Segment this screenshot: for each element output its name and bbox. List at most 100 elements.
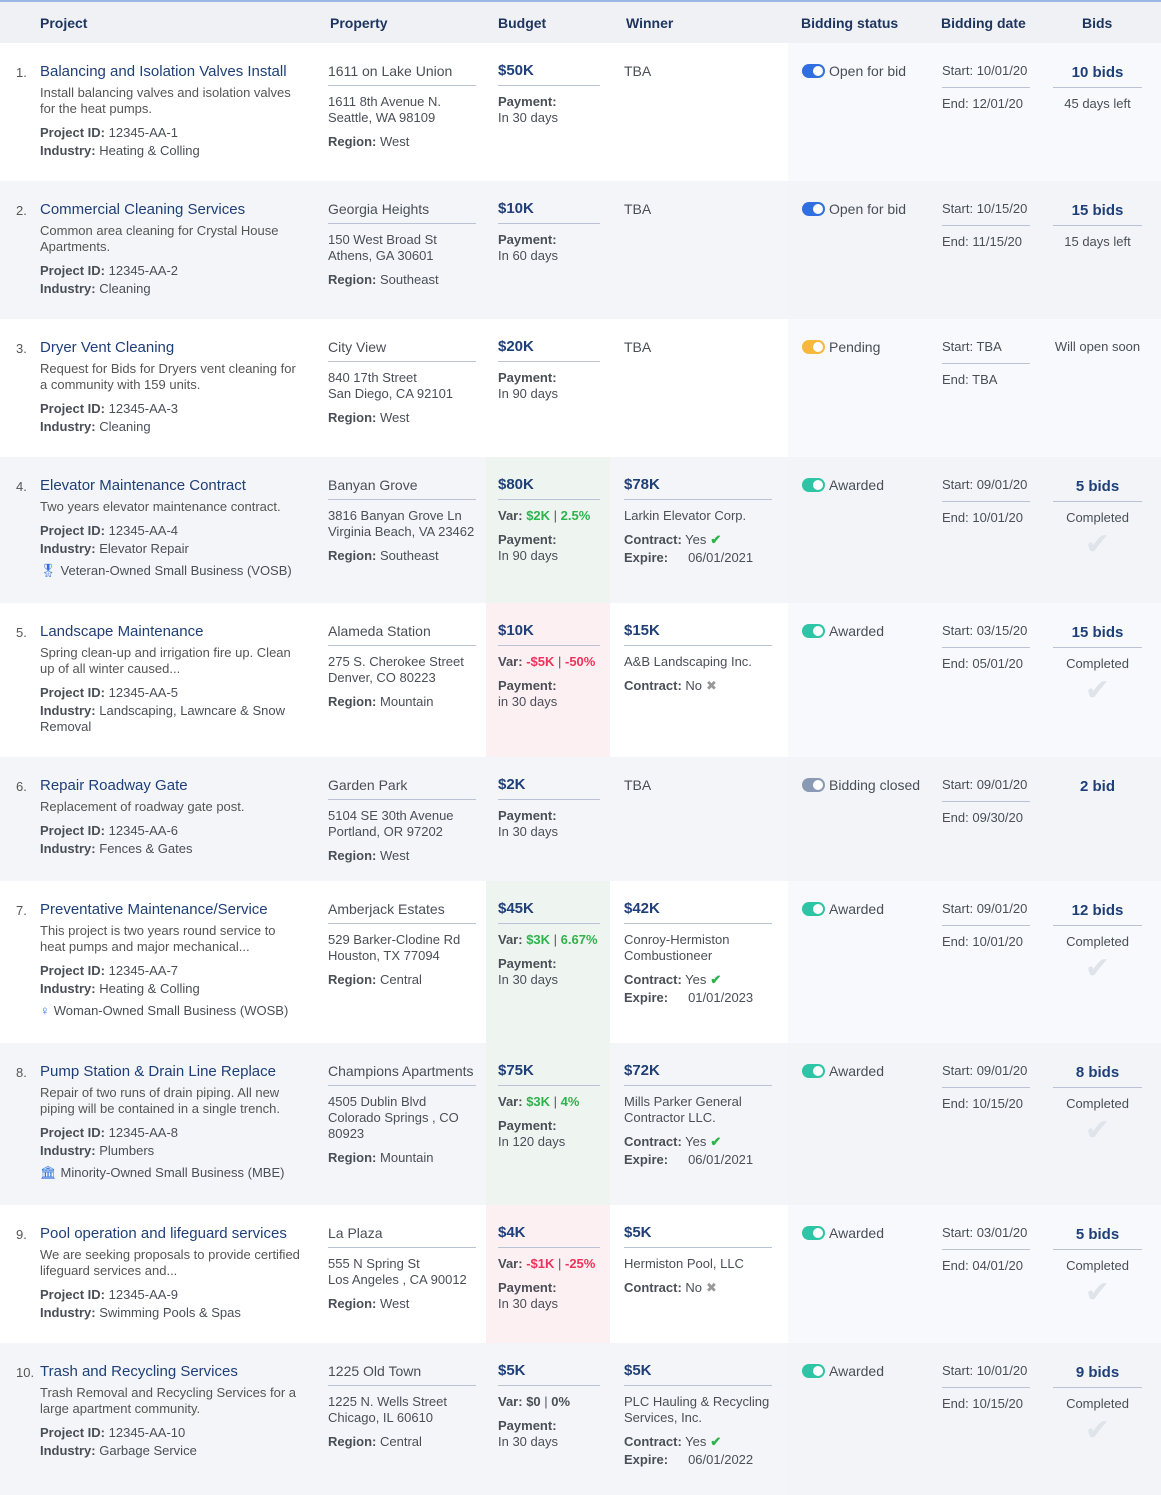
- property-name[interactable]: Amberjack Estates: [328, 901, 476, 924]
- winner-name[interactable]: Conroy-Hermiston Combustioneer: [624, 932, 730, 963]
- status-label: Open for bid: [829, 63, 907, 79]
- winner-name[interactable]: PLC Hauling & Recycling Services, Inc.: [624, 1394, 770, 1425]
- bids-count[interactable]: 10 bids: [1053, 65, 1142, 88]
- bidding-date-cell: Start: 10/01/20 End: 12/01/20: [942, 63, 1030, 112]
- winner-cell: $42K Conroy-Hermiston Combustioneer Contra…: [624, 901, 772, 1006]
- header-bidding-date[interactable]: Bidding date: [941, 15, 1026, 31]
- status-cell[interactable]: Bidding closed: [802, 777, 920, 793]
- header-bids[interactable]: Bids: [1082, 15, 1113, 31]
- industry-value: Heating & Colling: [99, 143, 200, 158]
- address-line-2: Houston, TX 77094: [328, 948, 440, 963]
- status-toggle[interactable]: [802, 64, 825, 78]
- bids-count[interactable]: 9 bids: [1053, 1365, 1142, 1388]
- header-property[interactable]: Property: [330, 15, 388, 31]
- property-name[interactable]: Champions Apartments: [328, 1063, 476, 1086]
- project-title[interactable]: Preventative Maintenance/Service: [40, 901, 268, 918]
- budget-cell: $80K Var: $2K | 2.5% Payment: In 90 days: [498, 477, 600, 564]
- property-name[interactable]: 1611 on Lake Union: [328, 63, 476, 86]
- header-bidding-status[interactable]: Bidding status: [801, 15, 899, 31]
- project-id: Project ID: 12345-AA-8: [40, 1125, 310, 1141]
- table-row[interactable]: 4. Elevator Maintenance Contract Two years…: [0, 457, 1161, 603]
- winner-name[interactable]: A&B Landscaping Inc.: [624, 654, 752, 669]
- status-columns-bg: [788, 603, 1161, 757]
- bids-count[interactable]: 15 bids: [1053, 625, 1142, 648]
- status-cell[interactable]: Awarded: [802, 1225, 884, 1241]
- table-row[interactable]: 2. Commercial Cleaning Services Common are…: [0, 181, 1161, 319]
- status-toggle[interactable]: [802, 778, 825, 792]
- project-title[interactable]: Dryer Vent Cleaning: [40, 339, 175, 356]
- table-row[interactable]: 3. Dryer Vent Cleaning Request for Bids fo…: [0, 319, 1161, 457]
- status-cell[interactable]: Open for bid: [802, 63, 906, 79]
- payment-label: Payment:: [498, 678, 557, 693]
- table-row[interactable]: 5. Landscape Maintenance Spring clean-up a…: [0, 603, 1161, 757]
- table-row[interactable]: 1. Balancing and Isolation Valves Install…: [0, 43, 1161, 181]
- bidding-date-cell: Start: 10/15/20 End: 11/15/20: [942, 201, 1030, 250]
- project-title[interactable]: Elevator Maintenance Contract: [40, 477, 246, 494]
- property-name[interactable]: City View: [328, 339, 476, 362]
- winner-name[interactable]: Hermiston Pool, LLC: [624, 1256, 744, 1271]
- region-value: Mountain: [380, 694, 434, 709]
- bids-count[interactable]: 15 bids: [1053, 203, 1142, 226]
- contract-label: Contract:: [624, 1134, 682, 1149]
- project-title[interactable]: Landscape Maintenance: [40, 623, 204, 640]
- table-row[interactable]: 8. Pump Station & Drain Line Replace Repai…: [0, 1043, 1161, 1205]
- variance-amount: $3K: [526, 932, 551, 947]
- property-name[interactable]: 1225 Old Town: [328, 1363, 476, 1386]
- end-label: End:: [942, 1258, 969, 1273]
- budget-amount: $5K: [498, 1363, 600, 1386]
- project-title[interactable]: Commercial Cleaning Services: [40, 201, 246, 218]
- start-date: Start: 09/01/20: [942, 901, 1030, 926]
- property-name[interactable]: Garden Park: [328, 777, 476, 800]
- status-toggle[interactable]: [802, 478, 825, 492]
- status-cell[interactable]: Pending: [802, 339, 880, 355]
- project-title[interactable]: Balancing and Isolation Valves Install: [40, 63, 287, 80]
- bids-count[interactable]: 5 bids: [1053, 1227, 1142, 1250]
- project-title[interactable]: Pump Station & Drain Line Replace: [40, 1063, 276, 1080]
- end-value: 10/15/20: [972, 1096, 1023, 1111]
- end-label: End:: [942, 372, 969, 387]
- variance-percent: 6.67%: [560, 932, 598, 947]
- property-name[interactable]: La Plaza: [328, 1225, 476, 1248]
- status-cell[interactable]: Awarded: [802, 901, 884, 917]
- property-name[interactable]: Banyan Grove: [328, 477, 476, 500]
- project-id-label: Project ID:: [40, 125, 106, 140]
- status-cell[interactable]: Awarded: [802, 477, 884, 493]
- bids-count[interactable]: 8 bids: [1053, 1065, 1142, 1088]
- table-row[interactable]: 6. Repair Roadway Gate Replacement of road…: [0, 757, 1161, 881]
- status-toggle[interactable]: [802, 202, 825, 216]
- status-toggle[interactable]: [802, 1226, 825, 1240]
- project-title[interactable]: Repair Roadway Gate: [40, 777, 188, 794]
- winner-name[interactable]: Mills Parker General Contractor LLC.: [624, 1094, 742, 1125]
- start-label: Start:: [942, 1363, 974, 1378]
- status-toggle[interactable]: [802, 902, 825, 916]
- header-budget[interactable]: Budget: [498, 15, 547, 31]
- bids-count[interactable]: 2 bid: [1079, 778, 1115, 795]
- status-cell[interactable]: Awarded: [802, 1363, 884, 1379]
- header-winner[interactable]: Winner: [626, 15, 674, 31]
- project-cell: Landscape Maintenance Spring clean-up and…: [40, 623, 310, 735]
- status-cell[interactable]: Open for bid: [802, 201, 906, 217]
- bids-count[interactable]: 12 bids: [1053, 903, 1142, 926]
- property-name[interactable]: Alameda Station: [328, 623, 476, 646]
- status-cell[interactable]: Awarded: [802, 623, 884, 639]
- header-project[interactable]: Project: [40, 15, 88, 31]
- winner-name[interactable]: Larkin Elevator Corp.: [624, 508, 747, 523]
- table-row[interactable]: 7. Preventative Maintenance/Service This p…: [0, 881, 1161, 1043]
- property-name[interactable]: Georgia Heights: [328, 201, 476, 224]
- region-value: Southeast: [380, 272, 439, 287]
- status-toggle[interactable]: [802, 624, 825, 638]
- table-row[interactable]: 10. Trash and Recycling Services Trash Rem…: [0, 1343, 1161, 1495]
- status-cell[interactable]: Awarded: [802, 1063, 884, 1079]
- bids-count[interactable]: 5 bids: [1053, 479, 1142, 502]
- industry-value: Cleaning: [99, 281, 151, 296]
- status-toggle[interactable]: [802, 1064, 825, 1078]
- project-title[interactable]: Pool operation and lifeguard services: [40, 1225, 287, 1242]
- status-columns-bg: [788, 181, 1161, 319]
- badge-label: Woman-Owned Small Business (WOSB): [53, 1003, 289, 1018]
- status-toggle[interactable]: [802, 340, 825, 354]
- project-title[interactable]: Trash and Recycling Services: [40, 1363, 238, 1380]
- table-row[interactable]: 9. Pool operation and lifeguard services W…: [0, 1205, 1161, 1343]
- start-date: Start: 10/15/20: [942, 201, 1030, 226]
- status-toggle[interactable]: [802, 1364, 825, 1378]
- region-value: Southeast: [380, 548, 439, 563]
